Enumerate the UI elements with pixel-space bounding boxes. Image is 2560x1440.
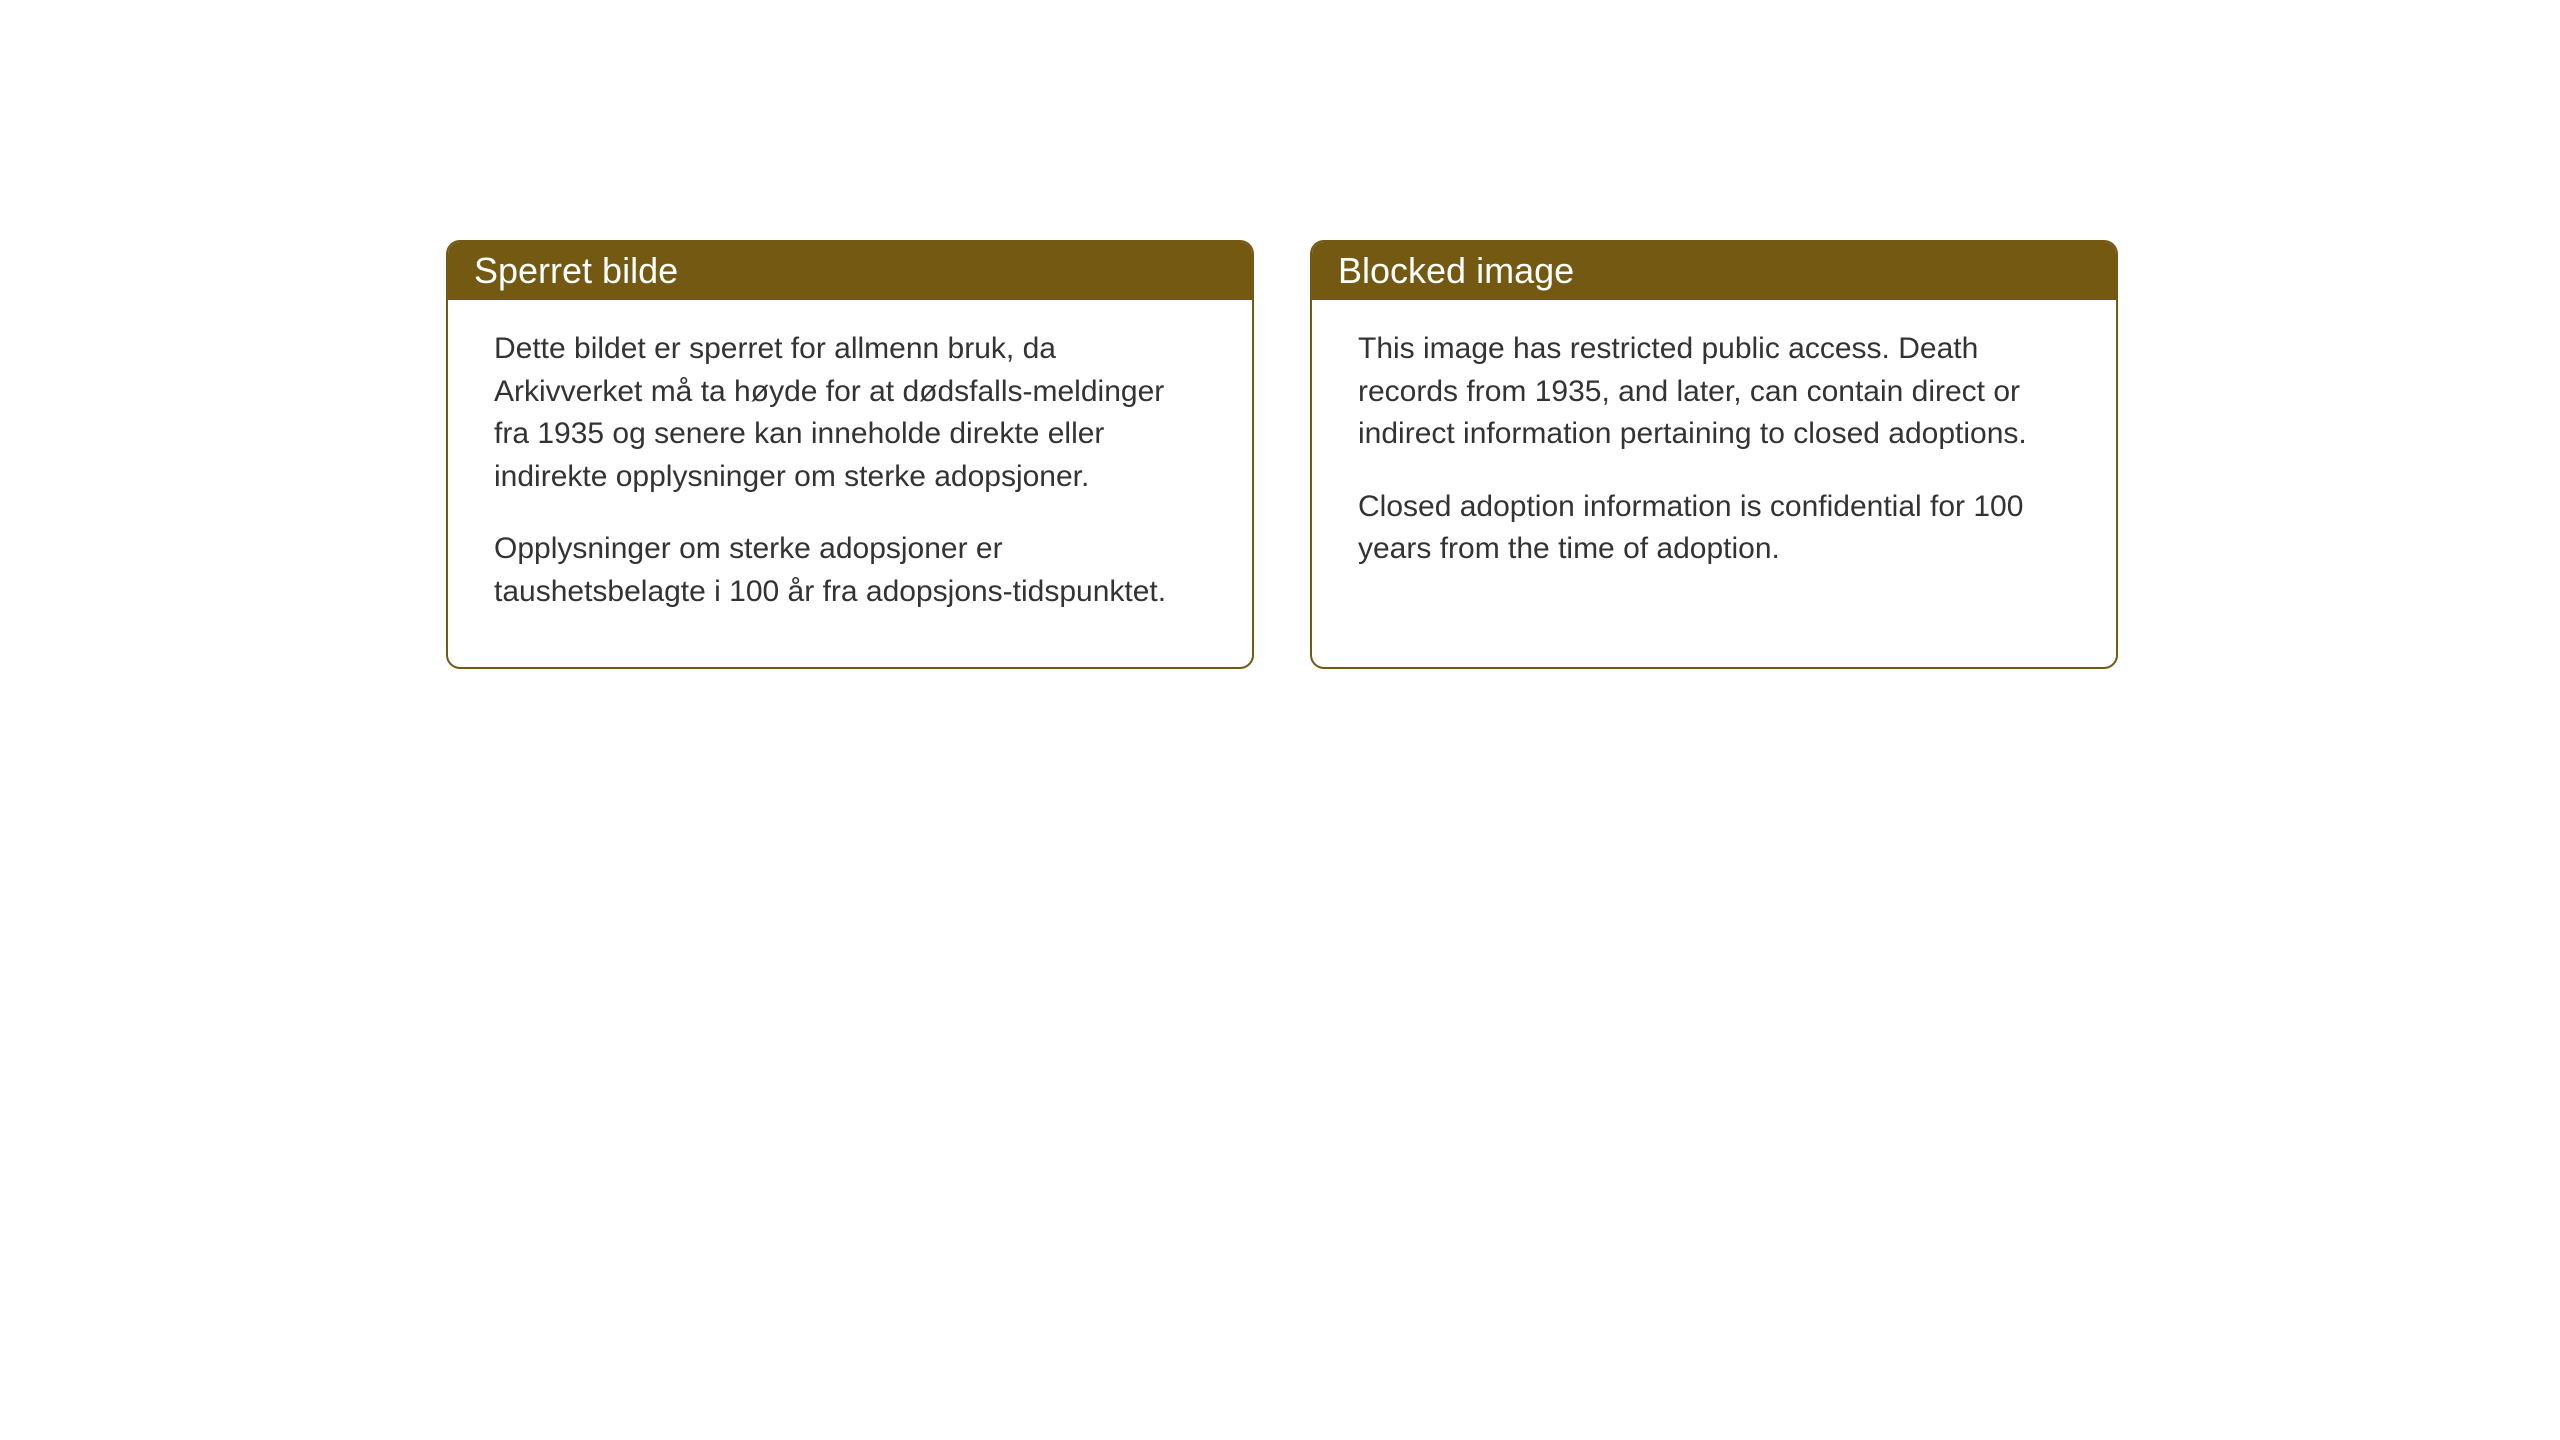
- card-title-english: Blocked image: [1338, 250, 1574, 291]
- card-paragraph-norwegian-1: Dette bildet er sperret for allmenn bruk…: [494, 328, 1206, 498]
- card-header-norwegian: Sperret bilde: [448, 242, 1252, 300]
- card-title-norwegian: Sperret bilde: [474, 250, 678, 291]
- card-paragraph-english-1: This image has restricted public access.…: [1358, 328, 2070, 456]
- notice-card-norwegian: Sperret bilde Dette bildet er sperret fo…: [446, 240, 1254, 669]
- card-header-english: Blocked image: [1312, 242, 2116, 300]
- notice-card-english: Blocked image This image has restricted …: [1310, 240, 2118, 669]
- card-body-norwegian: Dette bildet er sperret for allmenn bruk…: [448, 300, 1252, 650]
- notice-cards-container: Sperret bilde Dette bildet er sperret fo…: [446, 240, 2118, 669]
- card-paragraph-norwegian-2: Opplysninger om sterke adopsjoner er tau…: [494, 528, 1206, 613]
- card-paragraph-english-2: Closed adoption information is confident…: [1358, 486, 2070, 571]
- card-body-english: This image has restricted public access.…: [1312, 300, 2116, 667]
